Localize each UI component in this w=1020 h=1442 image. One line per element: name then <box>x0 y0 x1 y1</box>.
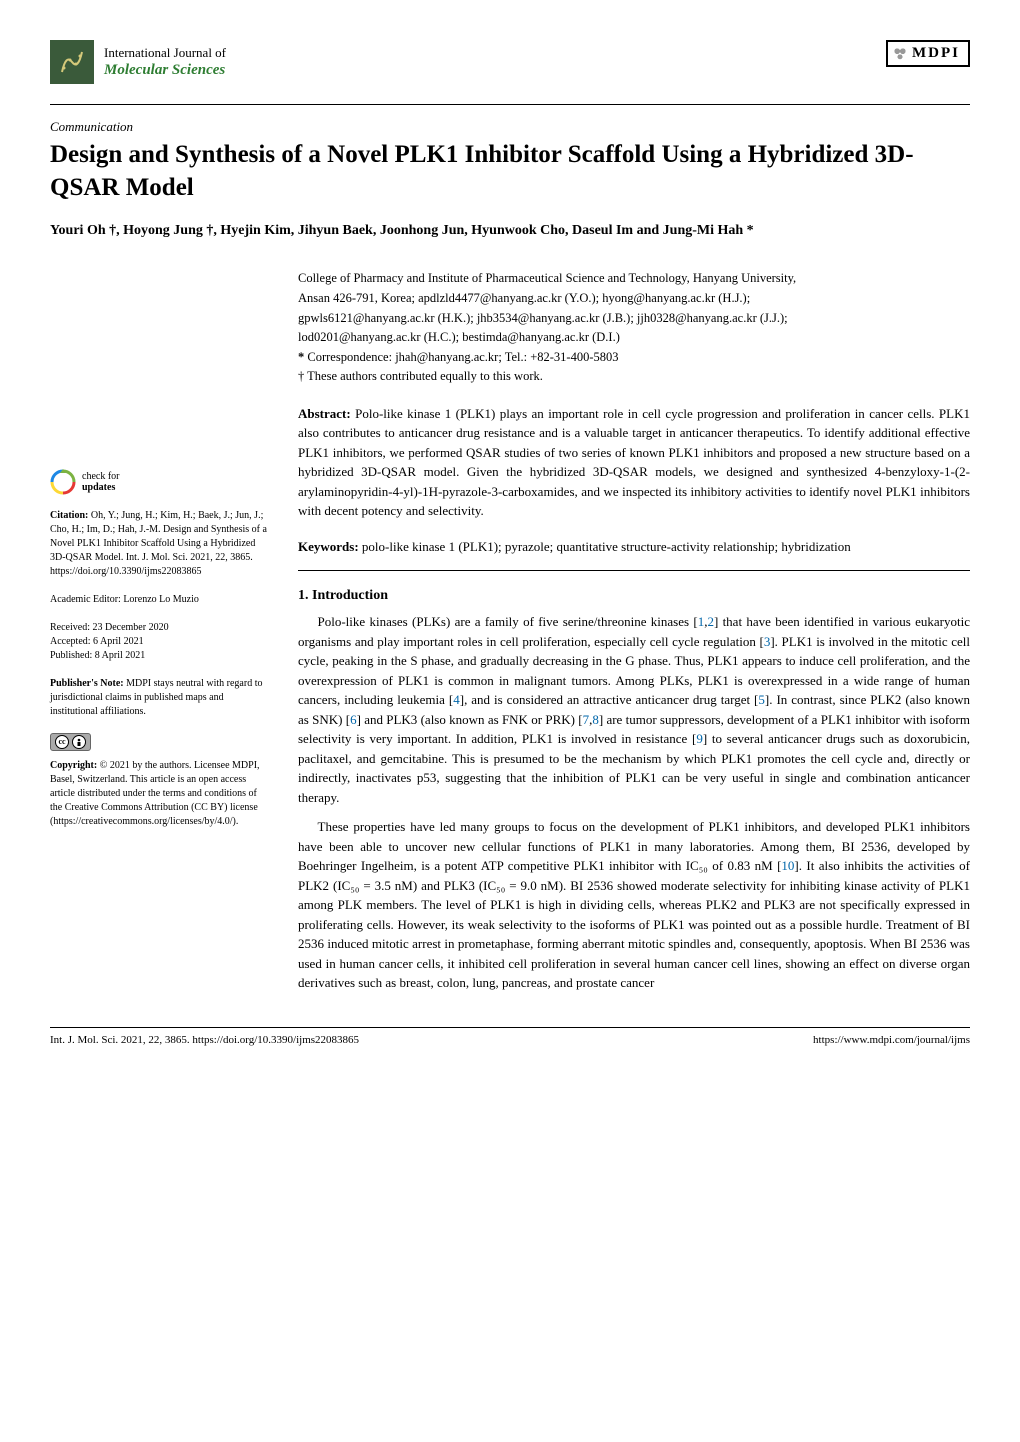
editor-name: Lorenzo Lo Muzio <box>123 594 199 605</box>
p1e: ], and is considered an attractive antic… <box>460 692 759 707</box>
copyright-block: Copyright: © 2021 by the authors. Licens… <box>50 759 270 829</box>
author-list: Youri Oh †, Hoyong Jung †, Hyejin Kim, J… <box>50 220 970 241</box>
date-received: Received: 23 December 2020 <box>50 621 270 635</box>
keywords-label: Keywords: <box>298 539 359 554</box>
editor-block: Academic Editor: Lorenzo Lo Muzio <box>50 593 270 607</box>
affiliation-block: College of Pharmacy and Institute of Pha… <box>298 269 970 386</box>
page-footer: Int. J. Mol. Sci. 2021, 22, 3865. https:… <box>50 1027 970 1046</box>
intro-para-2: These properties have led many groups to… <box>298 817 970 993</box>
header-rule <box>50 104 970 105</box>
abstract-label: Abstract: <box>298 406 351 421</box>
citation-block: Citation: Oh, Y.; Jung, H.; Kim, H.; Bae… <box>50 509 270 579</box>
keywords: Keywords: polo-like kinase 1 (PLK1); pyr… <box>298 537 970 557</box>
footer-right: https://www.mdpi.com/journal/ijms <box>813 1034 970 1046</box>
date-accepted: Accepted: 6 April 2021 <box>50 635 270 649</box>
p2b: ]. It also inhibits the activities of PL… <box>298 858 970 990</box>
main-column: College of Pharmacy and Institute of Pha… <box>298 269 970 1003</box>
journal-line1: International Journal of <box>104 45 226 61</box>
article-type: Communication <box>50 119 970 135</box>
cc-license-badge: cc <box>50 733 270 751</box>
citation-label: Citation: <box>50 510 88 521</box>
keywords-text: polo-like kinase 1 (PLK1); pyrazole; qua… <box>359 539 851 554</box>
affil-line-1: College of Pharmacy and Institute of Pha… <box>298 269 970 288</box>
check-line1: check for <box>82 471 119 482</box>
affil-line-4: lod0201@hanyang.ac.kr (H.C.); bestimda@h… <box>298 328 970 347</box>
cc-badge-icon: cc <box>50 733 91 751</box>
journal-logo-icon <box>50 40 94 84</box>
publisher-logo: MDPI <box>886 40 970 67</box>
journal-line2: Molecular Sciences <box>104 61 226 79</box>
p1a: Polo-like kinases (PLKs) are a family of… <box>318 614 698 629</box>
intro-para-1: Polo-like kinases (PLKs) are a family of… <box>298 612 970 807</box>
correspondence-line: * Correspondence: jhah@hanyang.ac.kr; Te… <box>298 348 970 367</box>
dates-block: Received: 23 December 2020 Accepted: 6 A… <box>50 621 270 663</box>
keywords-rule <box>298 570 970 571</box>
abstract-text: Polo-like kinase 1 (PLK1) plays an impor… <box>298 406 970 519</box>
page-header: International Journal of Molecular Scien… <box>50 40 970 84</box>
sidebar: check for updates Citation: Oh, Y.; Jung… <box>50 269 270 829</box>
publishers-note: Publisher's Note: MDPI stays neutral wit… <box>50 677 270 719</box>
p1g: ] and PLK3 (also known as FNK or PRK) [ <box>357 712 583 727</box>
publishers-note-label: Publisher's Note: <box>50 678 124 689</box>
check-line2: updates <box>82 482 115 493</box>
check-updates-label: check for updates <box>82 471 119 493</box>
article-title: Design and Synthesis of a Novel PLK1 Inh… <box>50 139 970 204</box>
date-published: Published: 8 April 2021 <box>50 649 270 663</box>
affil-line-2: Ansan 426-791, Korea; apdlzld4477@hanyan… <box>298 289 970 308</box>
editor-label: Academic Editor: <box>50 594 123 605</box>
abstract: Abstract: Polo-like kinase 1 (PLK1) play… <box>298 404 970 521</box>
check-updates-icon <box>50 469 76 495</box>
journal-title: International Journal of Molecular Scien… <box>104 45 226 79</box>
section-1-heading: 1. Introduction <box>298 585 970 606</box>
ref-10[interactable]: 10 <box>781 858 794 873</box>
cc-icon: cc <box>55 735 69 749</box>
contributed-line: † These authors contributed equally to t… <box>298 367 970 386</box>
affil-line-3: gpwls6121@hanyang.ac.kr (H.K.); jhb3534@… <box>298 309 970 328</box>
footer-left: Int. J. Mol. Sci. 2021, 22, 3865. https:… <box>50 1034 359 1046</box>
copyright-label: Copyright: <box>50 760 97 771</box>
check-for-updates[interactable]: check for updates <box>50 469 270 495</box>
correspondence-text: Correspondence: jhah@hanyang.ac.kr; Tel.… <box>307 350 618 364</box>
by-icon <box>72 735 86 749</box>
journal-block: International Journal of Molecular Scien… <box>50 40 226 84</box>
